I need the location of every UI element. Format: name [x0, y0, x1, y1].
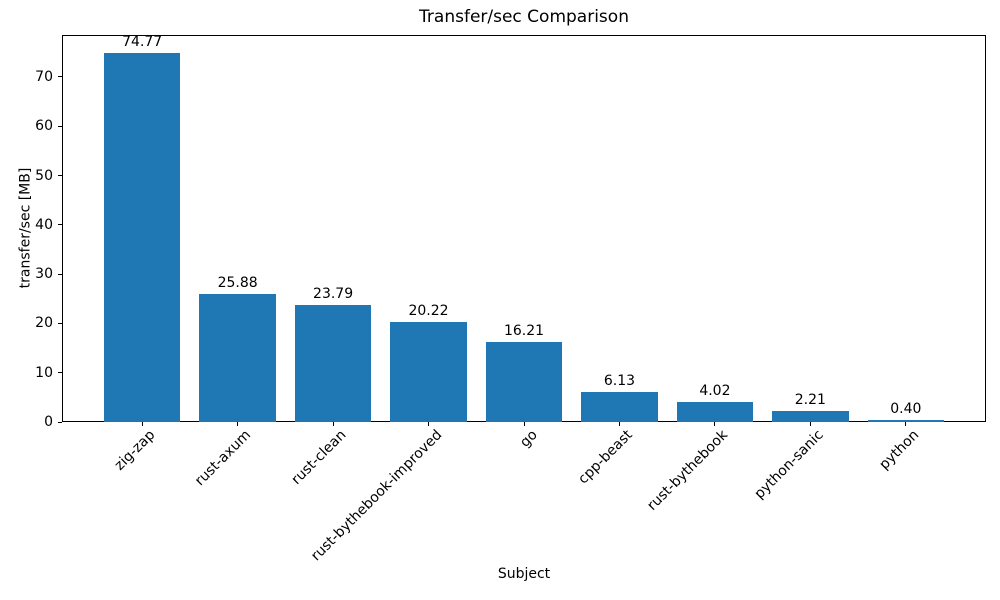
x-tick-mark	[237, 422, 239, 426]
y-tick-label: 50	[35, 167, 53, 184]
bar-value-label: 4.02	[699, 383, 731, 400]
bar-rust-clean	[294, 304, 372, 422]
y-tick-mark	[58, 322, 62, 324]
y-tick-label: 10	[35, 364, 53, 381]
bar-go	[485, 342, 563, 422]
x-tick-mark	[523, 422, 525, 426]
bar-python-sanic	[772, 411, 849, 422]
bar-value-label: 0.40	[890, 401, 922, 418]
y-tick-mark	[58, 421, 62, 423]
bar-value-label: 6.13	[603, 372, 636, 389]
y-tick-mark	[58, 372, 62, 374]
bar-value-label: 23.79	[313, 285, 354, 302]
y-tick-mark	[58, 76, 62, 78]
x-tick-label: rust-clean	[288, 427, 350, 488]
x-tick-mark	[905, 422, 907, 426]
bar-zig-zap	[104, 53, 181, 422]
y-tick-label: 70	[35, 68, 53, 85]
x-tick-mark	[141, 422, 143, 426]
bar-rust-axum	[199, 294, 276, 422]
x-tick-mark	[809, 422, 811, 426]
bar-value-label: 2.21	[794, 392, 826, 409]
x-tick-mark	[332, 422, 334, 426]
y-tick-label: 60	[35, 118, 53, 135]
y-tick-mark	[58, 273, 62, 275]
bar-value-label: 74.77	[122, 34, 163, 51]
x-tick-label: rust-axum	[191, 427, 254, 490]
x-tick-label: rust-bythebook	[644, 427, 732, 514]
bar-rust-bythebook	[676, 402, 754, 422]
bar-rust-bythebook-improved	[390, 322, 467, 422]
y-tick-mark	[58, 175, 62, 177]
y-tick-label: 0	[44, 414, 53, 430]
x-tick-label: python-sanic	[751, 427, 827, 503]
bar-python	[867, 420, 944, 422]
y-tick-label: 30	[35, 266, 53, 283]
bar-value-label: 20.22	[408, 303, 449, 320]
y-tick-mark	[58, 125, 62, 127]
x-tick-mark	[428, 422, 430, 426]
x-tick-label: zig-zap	[111, 427, 159, 474]
x-tick-label: cpp-beast	[575, 427, 636, 488]
y-tick-mark	[58, 224, 62, 226]
x-tick-mark	[714, 422, 716, 426]
y-tick-label: 20	[35, 315, 53, 332]
x-axis-label: Subject	[497, 566, 551, 582]
chart-title: Transfer/sec Comparison	[419, 7, 629, 27]
x-tick-label: go	[516, 427, 541, 451]
y-tick-label: 40	[35, 216, 53, 233]
bar-value-label: 16.21	[503, 323, 545, 340]
x-tick-label: python	[876, 427, 923, 473]
bar-cpp-beast	[581, 391, 658, 422]
bar-value-label: 25.88	[217, 275, 258, 292]
x-tick-mark	[618, 422, 620, 426]
